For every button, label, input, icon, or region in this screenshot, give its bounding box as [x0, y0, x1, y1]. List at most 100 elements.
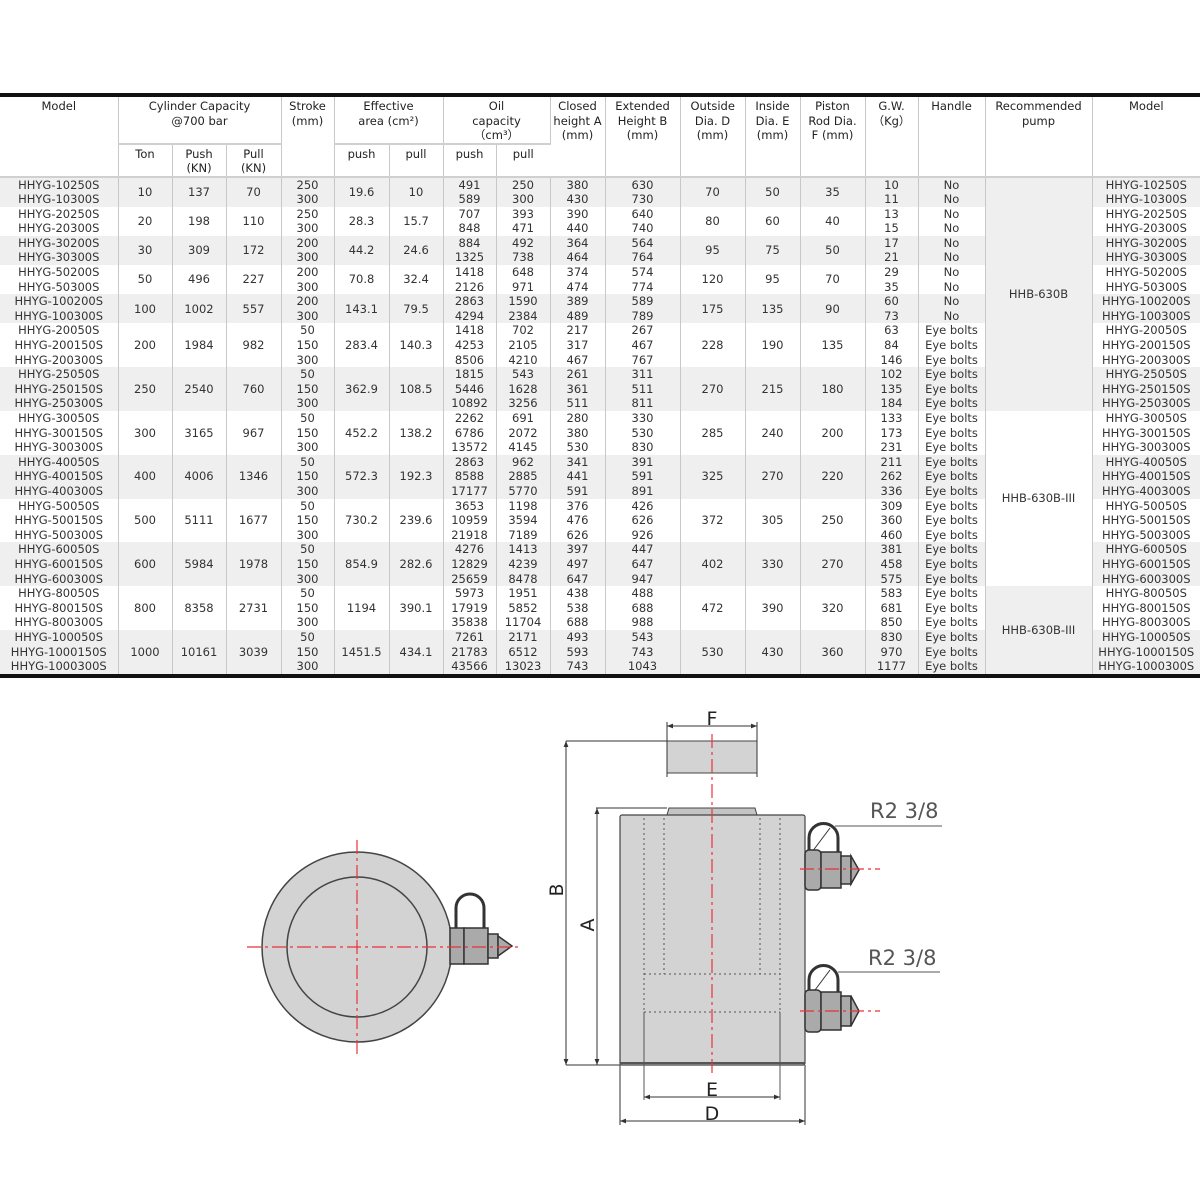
- gw-cell: 63: [865, 323, 919, 339]
- inside-dia-cell: 60: [745, 206, 801, 236]
- gw-cell: 360: [865, 513, 919, 528]
- model-right-cell: HHYG-400300S: [1092, 483, 1200, 499]
- model-cell: HHYG-20050S: [0, 323, 119, 339]
- model-right-cell: HHYG-80050S: [1105, 586, 1187, 601]
- model-right-cell: HHYG-250300S: [1092, 396, 1200, 411]
- inside-dia-cell: 95: [745, 265, 801, 295]
- handle-cell: Eye bolts: [918, 527, 986, 543]
- header-oil-capacity: Oil capacity （cm³）: [443, 95, 551, 145]
- table-body: HHYG-10250S 10 137 70 250 19.6 10 491 250 380 630 7…: [0, 176, 1200, 676]
- piston-rod-dia-cell: 270: [800, 542, 866, 587]
- stroke-cell: 50: [281, 454, 335, 470]
- model-right-cell: HHYG-25050S: [1092, 367, 1200, 382]
- stroke-cell: 250: [281, 206, 335, 222]
- handle-cell: Eye bolts: [918, 556, 986, 572]
- handle-cell: Eye bolts: [918, 323, 986, 339]
- oil-pull-cell: 648: [496, 265, 551, 280]
- piston-rod-dia-cell: 35: [800, 176, 866, 207]
- stroke-cell: 300: [281, 221, 335, 236]
- header-ton: Ton: [118, 143, 173, 178]
- eye-bolt-icon: [449, 892, 514, 965]
- oil-push-cell: 7261: [443, 629, 497, 645]
- oil-push-cell: 2863: [443, 294, 497, 309]
- handle-cell: Eye bolts: [918, 600, 986, 616]
- oil-push-cell: 17919: [443, 600, 497, 616]
- piston-rod-dia-cell: 220: [800, 454, 866, 499]
- piston-rod-dia-cell: 320: [800, 586, 866, 630]
- inside-dia-cell: 135: [745, 294, 801, 324]
- gw-cell: 460: [865, 527, 919, 543]
- model-cell: HHYG-10250S: [0, 176, 119, 193]
- area-push-cell: 70.8: [334, 265, 390, 295]
- push-kn-cell: 3165: [172, 411, 227, 455]
- closed-height-cell: 538: [550, 600, 606, 616]
- area-push-cell: 854.9: [334, 542, 390, 587]
- extended-height-cell: 926: [605, 527, 681, 543]
- model-cell: HHYG-400150S: [0, 469, 119, 484]
- table-row: HHYG-10300S 300 589 300 430 730 11 No HHYG-10300…: [0, 192, 1200, 207]
- pull-kn-cell: 70: [226, 176, 282, 207]
- stroke-cell: 300: [281, 615, 335, 630]
- area-pull-cell: 15.7: [389, 206, 444, 236]
- handle-cell: Eye bolts: [918, 615, 986, 630]
- area-pull-cell: 10: [389, 176, 444, 207]
- push-kn-cell: 4006: [172, 454, 227, 499]
- inside-dia-cell: 215: [745, 367, 801, 411]
- table-row: HHYG-20250S 20 198 110 250 28.3 15.7 707 393 390 6…: [0, 206, 1200, 236]
- oil-push-cell: 10959: [443, 513, 497, 528]
- handle-cell: Eye bolts: [918, 571, 986, 587]
- pull-kn-cell: 1346: [226, 454, 282, 499]
- closed-height-cell: 380: [550, 176, 606, 193]
- model-right-cell: HHYG-30050S: [1105, 411, 1187, 425]
- oil-pull-cell: 4210: [496, 352, 551, 368]
- area-pull-cell: 192.3: [389, 454, 444, 499]
- header-model-right: Model: [1092, 95, 1200, 178]
- model-cell: HHYG-50300S: [0, 279, 119, 295]
- area-pull-cell: 32.4: [389, 265, 444, 295]
- table-row: HHYG-200150S 150 4253 2105 317 467 84 Eye bolts…: [0, 338, 1200, 353]
- handle-cell: Eye bolts: [918, 498, 986, 514]
- closed-height-cell: 380: [550, 425, 606, 441]
- extended-height-cell: 626: [605, 513, 681, 528]
- model-right-cell: HHYG-50300S: [1105, 279, 1187, 294]
- ton-cell: 200: [118, 323, 173, 368]
- push-kn-cell: 10161: [172, 629, 227, 676]
- header-area-pull: pull: [389, 143, 444, 178]
- oil-pull-cell: 4145: [496, 440, 551, 455]
- area-push-cell: 730.2: [334, 498, 390, 543]
- extended-height-cell: 764: [605, 250, 681, 266]
- oil-pull-cell: 738: [496, 250, 551, 266]
- model-cell: HHYG-400300S: [0, 483, 119, 499]
- header-piston-rod-dia: Piston Rod Dia. F (mm): [800, 95, 866, 178]
- area-pull-cell: 24.6: [389, 235, 444, 266]
- extended-height-cell: 891: [605, 483, 681, 499]
- handle-cell: Eye bolts: [918, 586, 986, 601]
- ton-cell: 30: [118, 235, 173, 266]
- label-b: B: [546, 883, 568, 896]
- model-cell: HHYG-60050S: [0, 542, 119, 557]
- outside-dia-cell: 402: [680, 542, 746, 587]
- oil-push-cell: 2126: [443, 279, 497, 295]
- model-cell: HHYG-50200S: [0, 265, 119, 280]
- closed-height-cell: 341: [550, 454, 606, 470]
- closed-height-cell: 374: [550, 265, 606, 280]
- model-right-cell: HHYG-250150S: [1092, 381, 1200, 397]
- stroke-cell: 50: [281, 586, 335, 601]
- oil-push-cell: 4276: [443, 542, 497, 557]
- closed-height-cell: 261: [550, 367, 606, 382]
- extended-height-cell: 988: [605, 615, 681, 630]
- ton-cell: 250: [118, 367, 173, 411]
- header-stroke: Stroke (mm): [281, 95, 335, 178]
- table-row: HHYG-600150S 150 12829 4239 497 647 458 Eye bol…: [0, 556, 1200, 572]
- table-row: HHYG-100050S 1000 10161 3039 50 1451.5 434.1 72…: [0, 629, 1200, 676]
- extended-height-cell: 330: [605, 411, 681, 426]
- model-right-cell: HHYG-10300S: [1092, 192, 1200, 207]
- recommended-pump-cell: HHB-630B-III: [985, 411, 1093, 587]
- handle-cell: Eye bolts: [918, 454, 986, 470]
- label-a: A: [577, 919, 599, 932]
- oil-push-cell: 12829: [443, 556, 497, 572]
- oil-push-cell: 3653: [443, 498, 497, 514]
- pull-kn-cell: 1978: [226, 542, 282, 587]
- table-row: HHYG-100200S 100 1002 557 200 143.1 79.5 2863 15…: [0, 294, 1200, 324]
